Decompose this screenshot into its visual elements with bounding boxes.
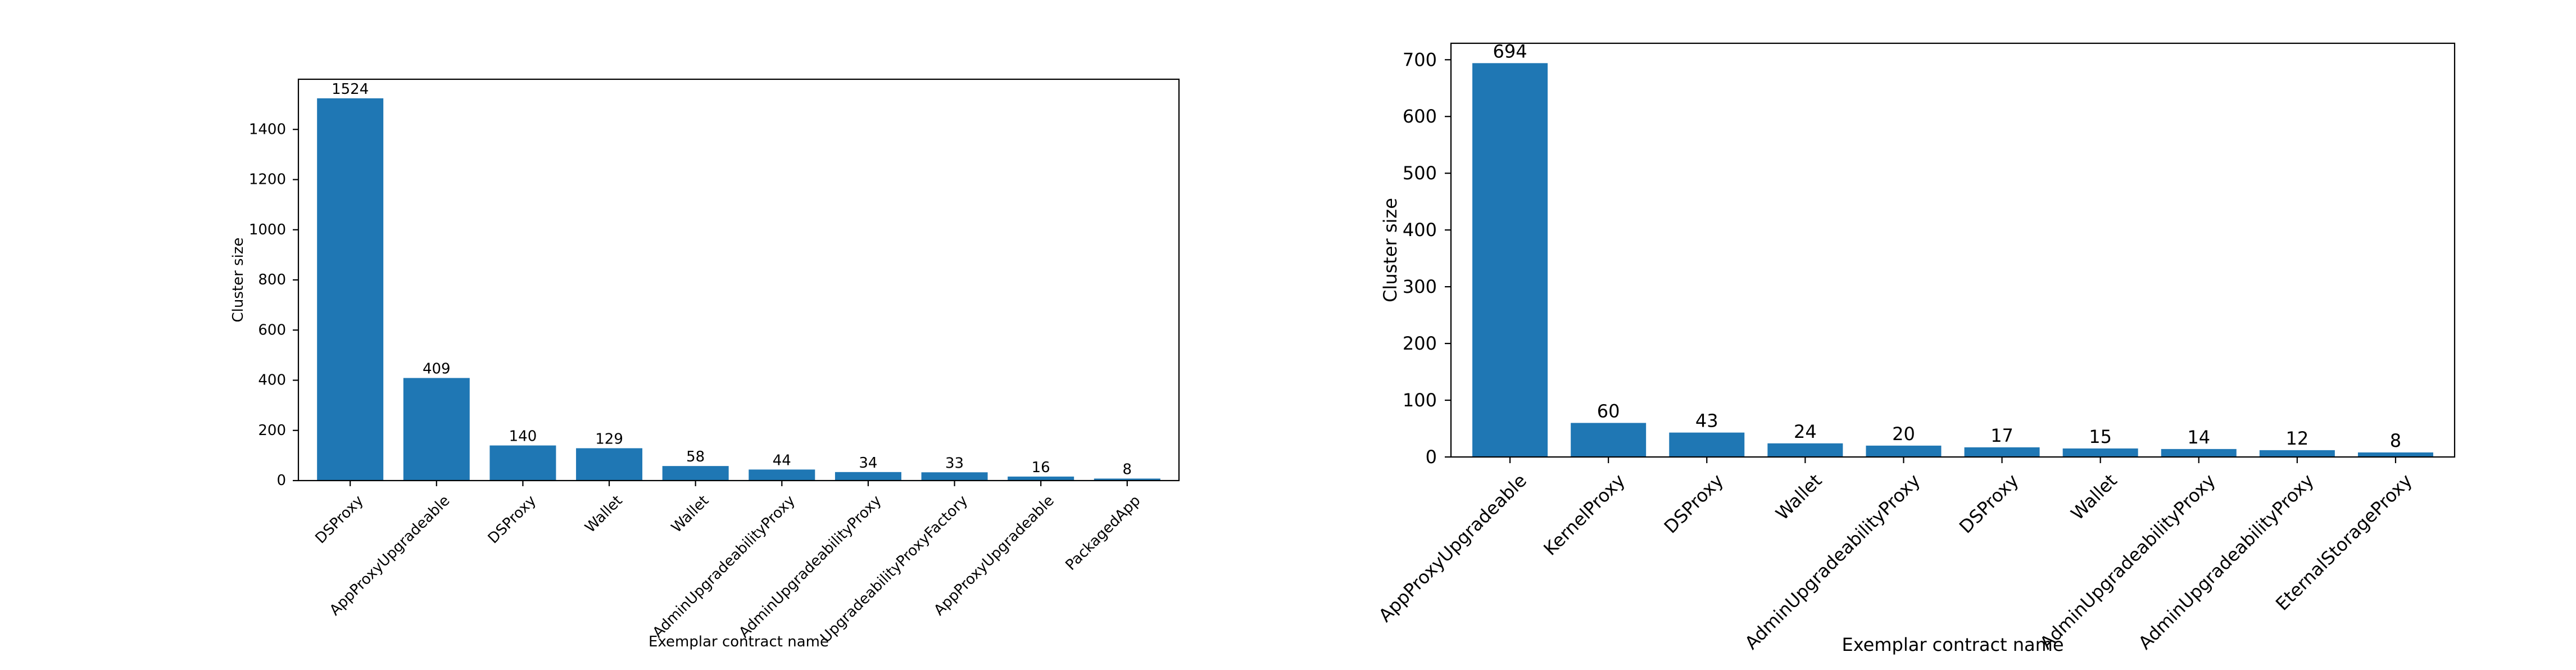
bar-value-label: 24 — [1794, 421, 1817, 442]
y-tick-label: 200 — [1403, 333, 1437, 354]
bar — [2259, 450, 2335, 457]
bar — [403, 378, 470, 481]
bar-value-label: 43 — [1695, 410, 1718, 432]
x-axis-label: Exemplar contract name — [1842, 634, 2064, 655]
bar-value-label: 60 — [1597, 400, 1620, 422]
bar — [1008, 476, 1074, 481]
x-tick-label: AdminUpgradeabilityProxy — [736, 492, 885, 641]
bar-value-label: 20 — [1892, 423, 1915, 445]
y-axis-label: Cluster size — [230, 238, 247, 323]
bar — [489, 445, 556, 481]
bar-value-label: 694 — [1493, 40, 1527, 62]
y-tick-label: 1200 — [249, 171, 286, 188]
bar — [1472, 63, 1548, 458]
x-tick-label: AdminUpgradeabilityProxy — [1740, 470, 1924, 654]
bar-value-label: 1524 — [332, 81, 369, 98]
x-tick-label: PackagedApp — [1062, 492, 1144, 574]
bar — [835, 472, 901, 481]
x-tick-label: DSProxy — [312, 492, 366, 547]
bar — [1767, 443, 1843, 457]
y-tick-label: 700 — [1403, 49, 1437, 70]
x-tick-label: UpgradeabilityProxyFactory — [818, 492, 972, 646]
x-tick-label: DSProxy — [485, 492, 539, 547]
y-tick-label: 600 — [258, 322, 286, 338]
x-tick-label: Wallet — [1771, 470, 1826, 524]
bar — [576, 448, 643, 481]
y-tick-label: 500 — [1403, 162, 1437, 184]
bar — [921, 472, 988, 481]
x-tick-label: Wallet — [668, 492, 712, 536]
x-tick-label: AdminUpgradeabilityProxy — [650, 492, 799, 641]
x-tick-label: KernelProxy — [1539, 470, 1629, 560]
x-tick-label: Wallet — [2067, 470, 2121, 524]
bar — [662, 466, 729, 481]
y-tick-label: 0 — [1426, 446, 1437, 468]
bar-value-label: 129 — [595, 431, 623, 447]
y-tick-label: 300 — [1403, 276, 1437, 297]
bar-value-label: 17 — [1990, 425, 2013, 446]
y-tick-label: 800 — [258, 271, 286, 288]
bar-value-label: 8 — [1123, 461, 1132, 478]
bar — [317, 98, 384, 481]
y-tick-label: 0 — [276, 472, 286, 489]
bar-value-label: 58 — [686, 449, 705, 465]
bar-value-label: 14 — [2187, 427, 2210, 448]
chart-panel-1: 1524 409 140 129 58 44 34 33 16 8 0 200 400 600 800 100… — [230, 78, 1180, 650]
bar-value-label: 15 — [2089, 426, 2112, 447]
x-tick-label: AdminUpgradeabilityProxy — [2036, 470, 2220, 654]
x-tick-label: AppProxyUpgradeable — [1375, 470, 1531, 626]
bar — [1571, 423, 1647, 457]
bar-value-label: 33 — [945, 455, 964, 472]
plot-frame — [1450, 42, 2456, 458]
bar-value-label: 140 — [509, 428, 537, 445]
y-axis-label: Cluster size — [1380, 198, 1401, 302]
bar-value-label: 34 — [859, 455, 877, 472]
x-axis-label: Exemplar contract name — [648, 633, 829, 650]
bar — [1964, 447, 2040, 457]
bar-value-label: 409 — [423, 360, 451, 377]
bar-value-label: 16 — [1032, 459, 1050, 476]
x-tick-label: DSProxy — [1660, 470, 1728, 538]
chart-panel-2: 694 60 43 24 20 17 15 14 12 8 0 100 200 300 400 500 600 7… — [1375, 40, 2456, 655]
bar-value-label: 12 — [2285, 428, 2309, 449]
y-tick-label: 200 — [258, 422, 286, 439]
y-tick-label: 600 — [1403, 106, 1437, 127]
bar — [2357, 452, 2433, 457]
y-tick-label: 400 — [258, 372, 286, 389]
bar — [1866, 445, 1942, 457]
x-tick-label: DSProxy — [1955, 470, 2023, 538]
bar — [749, 469, 815, 481]
bar — [1669, 432, 1745, 457]
bar — [1094, 478, 1160, 481]
bar-value-label: 8 — [2390, 430, 2401, 451]
bar — [2161, 449, 2237, 457]
bar — [2062, 448, 2138, 457]
y-tick-label: 1400 — [249, 121, 286, 138]
y-tick-label: 100 — [1403, 390, 1437, 411]
x-tick-label: AdminUpgradeabilityProxy — [2134, 470, 2318, 654]
x-tick-label: Wallet — [582, 492, 626, 536]
y-tick-label: 1000 — [249, 221, 286, 238]
bar-value-label: 44 — [773, 452, 791, 469]
y-tick-label: 400 — [1403, 219, 1437, 241]
